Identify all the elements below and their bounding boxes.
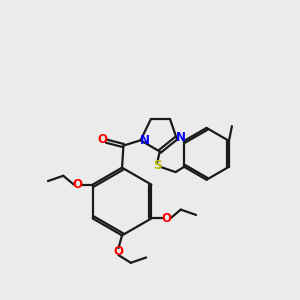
Text: O: O bbox=[162, 212, 172, 225]
Text: O: O bbox=[113, 245, 124, 258]
Text: O: O bbox=[72, 178, 82, 191]
Text: N: N bbox=[176, 131, 186, 144]
Text: N: N bbox=[140, 134, 150, 147]
Text: S: S bbox=[153, 159, 162, 172]
Text: O: O bbox=[97, 133, 107, 146]
